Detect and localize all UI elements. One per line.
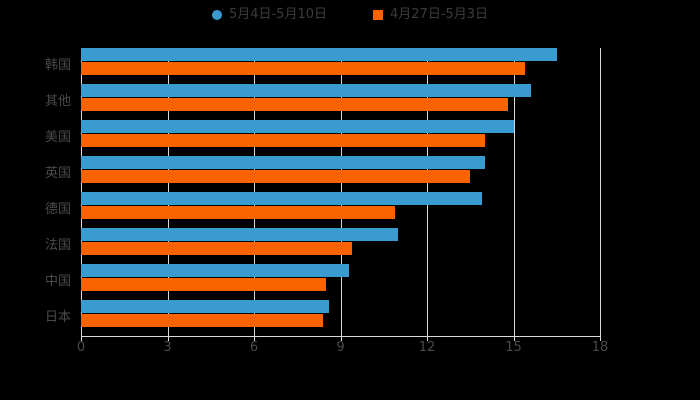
- legend-entry[interactable]: 4月27日-5月3日: [373, 8, 488, 21]
- plot-area: [81, 48, 601, 336]
- x-axis-tick-mark: [513, 336, 515, 341]
- y-axis-label: 其他: [44, 94, 71, 109]
- x-axis-tick-label: 3: [163, 340, 172, 355]
- y-axis-label: 英国: [44, 166, 71, 181]
- bar[interactable]: [81, 192, 482, 205]
- y-axis-label: 美国: [44, 130, 71, 145]
- legend-square-icon: [373, 9, 383, 20]
- bar-group: [81, 228, 600, 264]
- x-axis-tick-mark: [600, 336, 601, 341]
- x-axis-tick-label: 9: [336, 340, 345, 355]
- x-axis-tick-mark: [167, 336, 169, 341]
- bar-group: [81, 192, 600, 228]
- x-axis-tick-mark: [81, 336, 82, 341]
- legend-entry[interactable]: 5月4日-5月10日: [211, 7, 327, 22]
- legend-label: 5月4日-5月10日: [228, 7, 327, 22]
- x-gridline: [600, 48, 601, 336]
- bar[interactable]: [81, 62, 526, 75]
- x-axis-tick-label: 15: [505, 340, 522, 355]
- x-axis-tick-labels: 0 3 6 9 12 15 18: [77, 340, 608, 361]
- bar[interactable]: [81, 170, 471, 183]
- x-gridline: [513, 48, 515, 336]
- bar-group: [81, 120, 600, 156]
- x-axis-tick-mark: [340, 336, 342, 341]
- y-axis-category-labels: 韩国其他美国英国德国法国中国日本: [0, 48, 71, 336]
- bar[interactable]: [81, 98, 508, 111]
- bar-group: [81, 156, 600, 192]
- bar[interactable]: [81, 120, 514, 133]
- bar[interactable]: [81, 314, 324, 327]
- bar[interactable]: [81, 278, 327, 291]
- bar-group: [81, 264, 600, 300]
- x-axis-tick-label: 18: [591, 340, 609, 355]
- x-axis-tick-label: 0: [76, 340, 86, 355]
- bar[interactable]: [81, 134, 485, 147]
- x-axis-tick-mark: [254, 336, 255, 341]
- x-axis-tick-label: 6: [249, 340, 259, 355]
- bar-group: [81, 84, 600, 120]
- bar[interactable]: [81, 206, 396, 219]
- bar[interactable]: [81, 84, 531, 97]
- y-axis-label: 法国: [44, 238, 71, 253]
- bar-group: [81, 48, 600, 84]
- bar[interactable]: [81, 156, 485, 169]
- bar[interactable]: [81, 300, 329, 313]
- bar-group: [81, 300, 600, 336]
- legend-circle-icon: [211, 9, 222, 20]
- bar[interactable]: [81, 242, 353, 255]
- y-axis-label: 德国: [44, 202, 71, 217]
- chart-legend: 5月4日-5月10日 4月27日-5月3日: [0, 8, 700, 21]
- x-axis-tick-label: 12: [418, 340, 436, 355]
- y-axis-label: 中国: [44, 274, 71, 289]
- legend-label: 4月27日-5月3日: [390, 7, 489, 22]
- bar[interactable]: [81, 48, 557, 61]
- x-axis-tick-mark: [427, 336, 428, 341]
- y-axis-label: 日本: [44, 310, 71, 325]
- y-axis-label: 韩国: [44, 58, 71, 73]
- bar[interactable]: [81, 228, 399, 241]
- bar[interactable]: [81, 264, 350, 277]
